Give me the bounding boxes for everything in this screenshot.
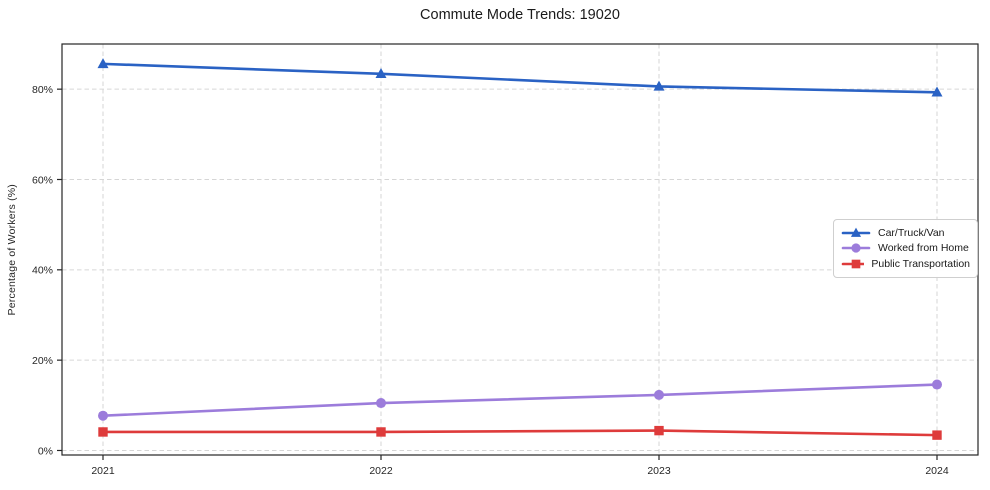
legend-circle-swatch-icon — [841, 243, 871, 254]
marker-square-public-transportation — [376, 427, 386, 437]
series-line-car-truck-van — [101, 62, 939, 94]
legend-triangle-swatch-icon — [841, 227, 871, 237]
x-tick-label: 2024 — [925, 465, 949, 477]
legend-item-worked-from-home: Worked from Home — [841, 241, 970, 255]
legend-item-public-transportation: Public Transportation — [841, 257, 970, 271]
plot-border — [61, 43, 979, 456]
marker-circle-worked-from-home — [654, 389, 664, 400]
marker-triangle-car-truck-van — [375, 68, 387, 79]
x-tick-label: 2021 — [91, 465, 115, 477]
legend-label: Car/Truck/Van — [878, 226, 945, 239]
marker-circle-worked-from-home — [376, 398, 386, 409]
marker-square-public-transportation — [98, 427, 108, 437]
x-tick-label: 2022 — [369, 465, 393, 477]
marker-triangle-car-truck-van — [97, 58, 109, 69]
legend: Car/Truck/Van Worked from Home Public Tran… — [833, 219, 978, 278]
chart-title: Commute Mode Trends: 19020 — [420, 7, 620, 23]
y-tick-label: 20% — [32, 355, 53, 367]
legend-label: Worked from Home — [878, 242, 969, 255]
legend-item-car-truck-van: Car/Truck/Van — [841, 226, 970, 240]
marker-square-public-transportation — [654, 425, 664, 436]
y-tick-label: 40% — [32, 265, 53, 277]
legend-square-swatch-icon — [841, 259, 865, 269]
series-line-public-transportation — [101, 429, 939, 437]
marker-triangle-car-truck-van — [653, 80, 665, 91]
marker-circle-worked-from-home — [932, 379, 942, 390]
y-tick-label: 60% — [32, 174, 53, 186]
marker-square-public-transportation — [932, 430, 942, 440]
y-tick-label: 0% — [38, 445, 53, 457]
series-line-worked-from-home — [101, 383, 939, 418]
legend-label: Public Transportation — [871, 258, 970, 271]
marker-circle-worked-from-home — [98, 410, 108, 421]
x-tick-label: 2023 — [647, 465, 671, 477]
y-tick-label: 80% — [32, 84, 53, 96]
marker-triangle-car-truck-van — [931, 86, 943, 97]
